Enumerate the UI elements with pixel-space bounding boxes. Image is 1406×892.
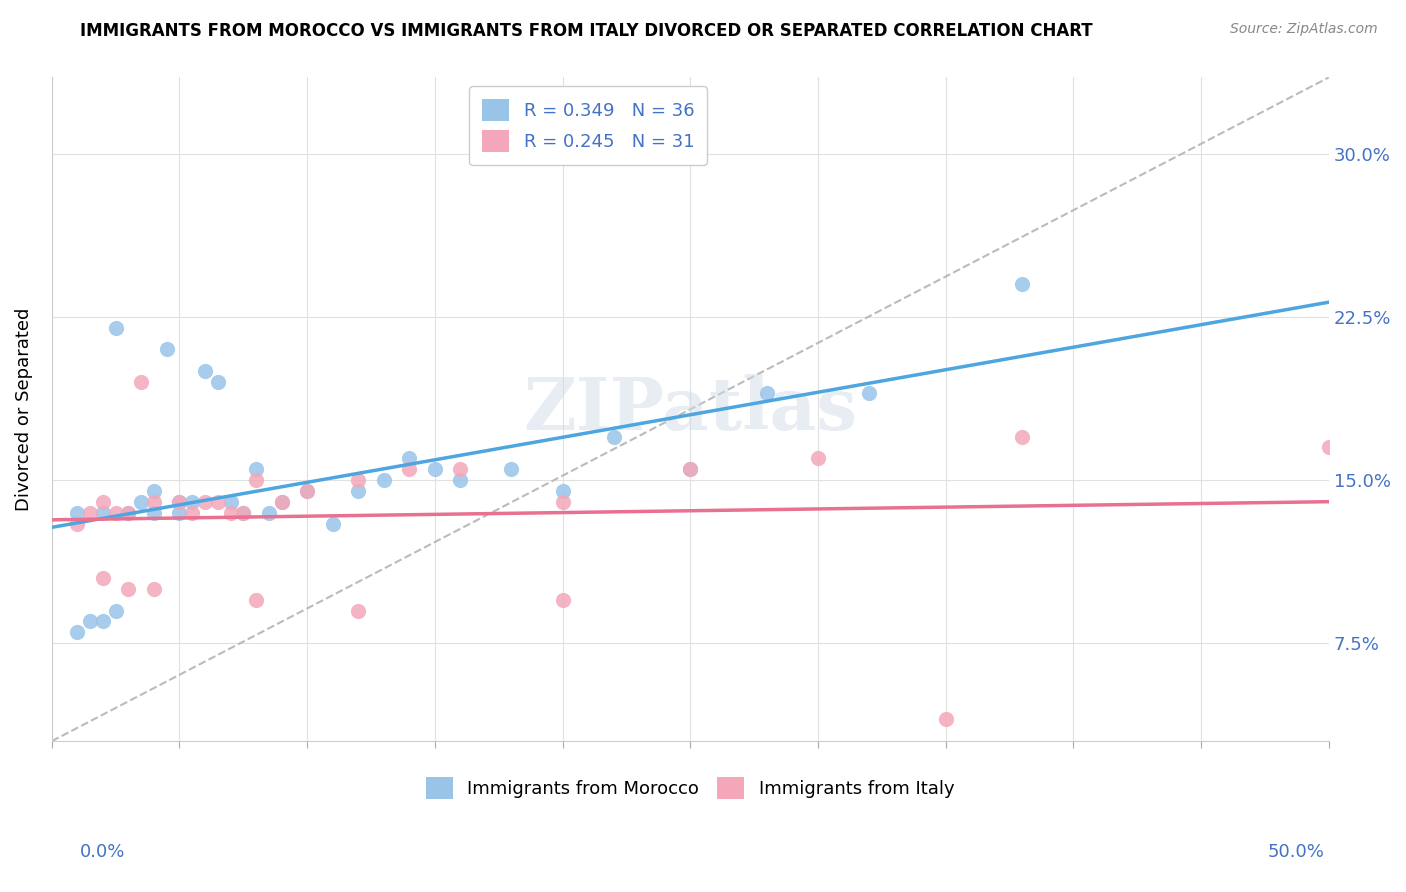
Point bbox=[181, 506, 204, 520]
Point bbox=[169, 495, 191, 509]
Text: ZIPatlas: ZIPatlas bbox=[523, 374, 858, 445]
Point bbox=[858, 386, 880, 401]
Point bbox=[66, 506, 89, 520]
Point bbox=[79, 615, 101, 629]
Point bbox=[755, 386, 778, 401]
Point bbox=[169, 506, 191, 520]
Point bbox=[142, 582, 165, 596]
Point bbox=[295, 483, 318, 498]
Point bbox=[347, 604, 370, 618]
Text: IMMIGRANTS FROM MOROCCO VS IMMIGRANTS FROM ITALY DIVORCED OR SEPARATED CORRELATI: IMMIGRANTS FROM MOROCCO VS IMMIGRANTS FR… bbox=[80, 22, 1092, 40]
Point bbox=[1011, 429, 1033, 443]
Point bbox=[207, 495, 229, 509]
Point bbox=[104, 604, 127, 618]
Point bbox=[232, 506, 254, 520]
Point bbox=[117, 506, 139, 520]
Legend: Immigrants from Morocco, Immigrants from Italy: Immigrants from Morocco, Immigrants from… bbox=[413, 764, 967, 812]
Point bbox=[295, 483, 318, 498]
Point bbox=[169, 495, 191, 509]
Point bbox=[398, 462, 420, 476]
Point bbox=[181, 495, 204, 509]
Point bbox=[66, 516, 89, 531]
Point bbox=[219, 506, 242, 520]
Y-axis label: Divorced or Separated: Divorced or Separated bbox=[15, 308, 32, 511]
Point bbox=[551, 495, 574, 509]
Point bbox=[322, 516, 344, 531]
Point bbox=[935, 713, 957, 727]
Point bbox=[104, 506, 127, 520]
Point bbox=[679, 462, 702, 476]
Point bbox=[245, 592, 267, 607]
Point bbox=[156, 343, 179, 357]
Point bbox=[104, 320, 127, 334]
Point bbox=[91, 571, 114, 585]
Point bbox=[91, 506, 114, 520]
Point bbox=[91, 615, 114, 629]
Point bbox=[245, 473, 267, 487]
Point bbox=[129, 495, 152, 509]
Point bbox=[602, 429, 624, 443]
Point bbox=[347, 473, 370, 487]
Point bbox=[91, 495, 114, 509]
Point bbox=[270, 495, 292, 509]
Point bbox=[501, 462, 523, 476]
Point bbox=[679, 462, 702, 476]
Point bbox=[117, 506, 139, 520]
Point bbox=[1011, 277, 1033, 292]
Point bbox=[142, 495, 165, 509]
Text: 50.0%: 50.0% bbox=[1268, 843, 1324, 861]
Point bbox=[232, 506, 254, 520]
Point bbox=[373, 473, 395, 487]
Point bbox=[449, 473, 471, 487]
Point bbox=[142, 506, 165, 520]
Point bbox=[398, 451, 420, 466]
Point bbox=[142, 483, 165, 498]
Point bbox=[219, 495, 242, 509]
Text: 0.0%: 0.0% bbox=[80, 843, 125, 861]
Point bbox=[270, 495, 292, 509]
Point bbox=[79, 506, 101, 520]
Point bbox=[449, 462, 471, 476]
Point bbox=[117, 582, 139, 596]
Point bbox=[207, 375, 229, 389]
Text: Source: ZipAtlas.com: Source: ZipAtlas.com bbox=[1230, 22, 1378, 37]
Point bbox=[194, 495, 217, 509]
Point bbox=[807, 451, 830, 466]
Point bbox=[423, 462, 446, 476]
Point bbox=[347, 483, 370, 498]
Point bbox=[245, 462, 267, 476]
Point bbox=[66, 625, 89, 640]
Point bbox=[551, 592, 574, 607]
Point bbox=[257, 506, 280, 520]
Point bbox=[129, 375, 152, 389]
Point bbox=[194, 364, 217, 378]
Point bbox=[551, 483, 574, 498]
Point bbox=[1317, 441, 1340, 455]
